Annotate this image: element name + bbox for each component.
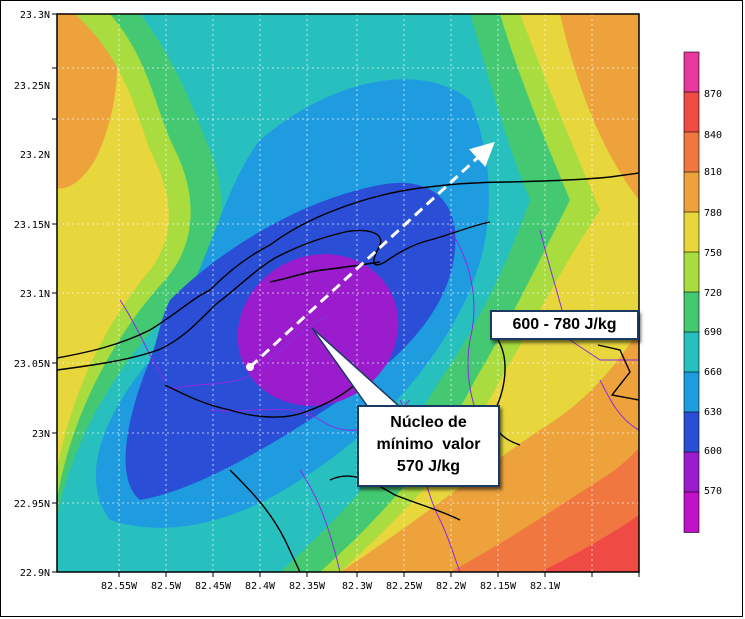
- core-label-line-1: Núcleo de: [390, 414, 467, 431]
- lat-label: 23N: [32, 429, 50, 440]
- colorbar-segment: [683, 371, 700, 413]
- coastline: [57, 172, 639, 572]
- colorbar: [683, 51, 700, 533]
- colorbar-label: 840: [704, 130, 722, 141]
- core-label-line-3: 570 J/kg: [396, 458, 461, 475]
- colorbar-label: 600: [704, 446, 722, 457]
- lon-label: 82.3W: [342, 581, 373, 592]
- colorbar-label: 750: [704, 248, 722, 259]
- lon-label: 82.1W: [530, 581, 561, 592]
- wind-direction-arrow: [248, 141, 495, 369]
- lon-label: 82.25W: [386, 581, 423, 592]
- colorbar-segment: [683, 491, 700, 533]
- lat-label: 22.9N: [20, 568, 50, 579]
- colorbar-segment: [683, 51, 700, 93]
- lat-label: 23.1N: [20, 289, 50, 300]
- lon-label: 82.2W: [436, 581, 467, 592]
- lat-label: 23.05N: [14, 359, 50, 370]
- colorbar-labels: 870 840 810 780 750 720 690 660 630 600 …: [704, 89, 722, 497]
- arrow-origin-dot: [246, 363, 254, 371]
- colorbar-label: 630: [704, 407, 722, 418]
- colorbar-segment: [683, 171, 700, 213]
- colorbar-segment: [683, 131, 700, 173]
- colorbar-label: 810: [704, 167, 722, 178]
- colorbar-segment: [683, 91, 700, 133]
- colorbar-label: 720: [704, 288, 722, 299]
- range-label-box: 600 - 780 J/kg: [490, 310, 639, 340]
- lat-label: 23.25N: [14, 81, 50, 92]
- tick-marks: [52, 13, 640, 577]
- colorbar-label: 780: [704, 208, 722, 219]
- lat-label: 23.3N: [20, 10, 50, 21]
- lon-label: 82.5W: [151, 581, 182, 592]
- lat-labels: 23.3N 23.25N 23.2N 23.15N 23.1N 23.05N 2…: [14, 10, 50, 579]
- colorbar-label: 660: [704, 367, 722, 378]
- colorbar-label: 870: [704, 89, 722, 100]
- lon-labels: 82.55W 82.5W 82.45W 82.4W 82.35W 82.3W 8…: [101, 581, 561, 592]
- colorbar-segment: [683, 291, 700, 333]
- lat-label: 22.95N: [14, 499, 50, 510]
- lon-label: 82.4W: [245, 581, 276, 592]
- colorbar-segment: [683, 411, 700, 453]
- lat-label: 23.15N: [14, 220, 50, 231]
- range-label: 600 - 780 J/kg: [512, 316, 617, 333]
- lon-label: 82.55W: [101, 581, 138, 592]
- colorbar-label: 690: [704, 327, 722, 338]
- lat-label: 23.2N: [20, 150, 50, 161]
- colorbar-segment: [683, 211, 700, 253]
- lon-label: 82.15W: [480, 581, 517, 592]
- lon-label: 82.45W: [195, 581, 232, 592]
- colorbar-label: 570: [704, 486, 722, 497]
- lon-label: 82.35W: [289, 581, 326, 592]
- colorbar-segment: [683, 451, 700, 493]
- core-label-line-2: mínimo valor: [376, 436, 481, 453]
- colorbar-segment: [683, 251, 700, 293]
- colorbar-segment: [683, 331, 700, 373]
- core-label-box: Núcleo de mínimo valor 570 J/kg: [357, 405, 500, 487]
